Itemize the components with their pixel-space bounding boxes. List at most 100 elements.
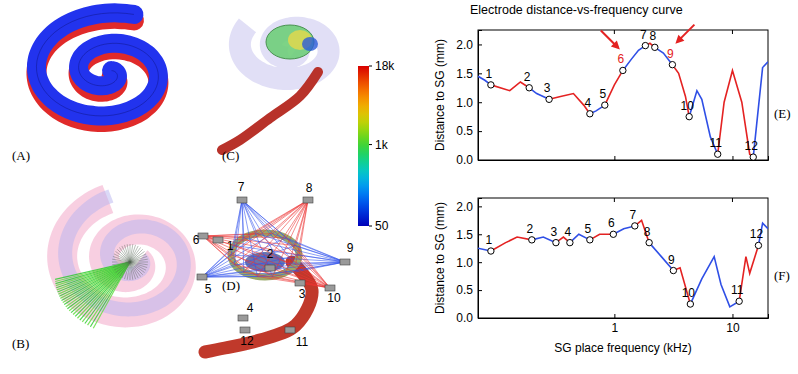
panel-d-fans [202, 200, 345, 288]
fan-line [242, 200, 296, 265]
y-tick-mark [478, 73, 482, 74]
marker-labels: 123456789101112 [486, 208, 764, 300]
electrode-marker [567, 239, 573, 245]
electrode-marker [488, 248, 494, 254]
electrode-number: 5 [599, 87, 606, 101]
fan-line [244, 238, 330, 288]
marker-labels: 123456789101112 [486, 25, 759, 153]
y-tick: 1.5 [456, 228, 482, 242]
fan-line [130, 262, 136, 279]
highlight-arrow-head [675, 35, 684, 44]
fan-line [242, 200, 244, 238]
electrode-number: 6 [608, 216, 615, 230]
fan-line [234, 265, 330, 288]
y-tick-mark [478, 234, 482, 235]
x-tick-label: 10 [726, 321, 740, 335]
fan-line [115, 251, 130, 262]
panel-b-lavender-surface [65, 196, 184, 309]
y-tick-label: 2.0 [456, 38, 473, 52]
electrode-number: 11 [731, 283, 744, 297]
electrode-label: 4 [247, 301, 254, 315]
y-axis-line [479, 199, 483, 319]
x-axis [479, 156, 769, 161]
electrode-label: 5 [205, 282, 212, 296]
x-tick: 10 [726, 314, 740, 335]
fan-line [273, 234, 345, 262]
y-tick-mark [478, 318, 482, 319]
curve-segment [605, 70, 623, 105]
fan-line [273, 200, 308, 234]
chart: 1100.00.51.01.52.0123456789101112Distanc… [433, 198, 790, 355]
fan-line [112, 262, 130, 265]
x-tick [614, 156, 615, 160]
electrode-marker [602, 102, 608, 108]
x-tick-mark [732, 314, 733, 318]
fan-line [234, 245, 345, 262]
panel-label: (E) [774, 106, 791, 121]
fan-line [296, 200, 308, 245]
electrode-marker [642, 42, 648, 48]
x-tick-mark-top [732, 198, 733, 202]
fan-line [130, 251, 145, 262]
fan-line [115, 262, 130, 273]
electrode-marker [553, 239, 559, 245]
electrode [303, 197, 313, 203]
plot-data [478, 220, 768, 307]
fan-line [273, 234, 330, 288]
colorbar-tick [369, 226, 372, 227]
y-tick-label: 1.5 [456, 67, 473, 81]
fan-line [257, 262, 345, 276]
x-tick: 1 [612, 314, 619, 335]
fan-line [130, 262, 141, 277]
y-tick: 2.0 [456, 38, 482, 52]
electrode-label: 10 [327, 291, 341, 305]
electrode-marker [715, 151, 721, 157]
y-tick-label: 1.0 [456, 96, 473, 110]
electrode-label: 7 [238, 180, 245, 194]
panel-label: (B) [12, 336, 29, 351]
electrode [213, 237, 223, 243]
panel-a-edge [36, 13, 158, 116]
fan-line [242, 200, 257, 234]
fan-line [286, 238, 330, 288]
electrode-marker [526, 85, 532, 91]
colorbar-tick [369, 144, 372, 145]
fan-line [130, 259, 148, 262]
electrode-number: 2 [524, 70, 531, 84]
fan-line [296, 245, 330, 288]
electrode-number: 4 [585, 96, 592, 110]
x-axis: 1 10 [479, 314, 769, 335]
electrode-marker [687, 301, 693, 307]
plot-frame [478, 30, 768, 160]
electrode-marker [610, 231, 616, 237]
panel-c-core-blue [302, 37, 318, 51]
fan-line [119, 262, 130, 277]
electrode-label: 2 [267, 247, 274, 261]
y-tick: 0.0 [456, 153, 482, 167]
fan-line [113, 262, 130, 268]
chart: 0.00.51.01.52.0123456789101112Electrode … [433, 3, 791, 167]
colorbar-tick [369, 66, 372, 67]
plot-data [478, 42, 768, 160]
y-axis: 0.00.51.01.52.0 [456, 31, 482, 168]
plot-frame [478, 198, 768, 318]
electrode-label: 11 [296, 335, 309, 349]
electrode [198, 233, 208, 239]
electrode [340, 259, 350, 265]
fan-line [286, 200, 308, 238]
electrode-number: 5 [585, 222, 592, 236]
electrode-marker [632, 223, 638, 229]
curve-segment [690, 257, 739, 307]
electrode-marker [620, 67, 626, 73]
illustrations: 123456789101112 [36, 13, 353, 352]
colorbar-bar [358, 66, 369, 226]
fan-line [58, 262, 130, 292]
electrode-number: 8 [644, 225, 651, 239]
electrode [240, 327, 250, 333]
electrode-number: 10 [680, 99, 694, 113]
y-axis: 0.00.51.01.52.0 [456, 199, 482, 326]
x-tick-mark-top [614, 198, 615, 202]
y-tick-mark [478, 206, 482, 207]
fan-line [244, 238, 345, 262]
fan-line [234, 200, 242, 245]
